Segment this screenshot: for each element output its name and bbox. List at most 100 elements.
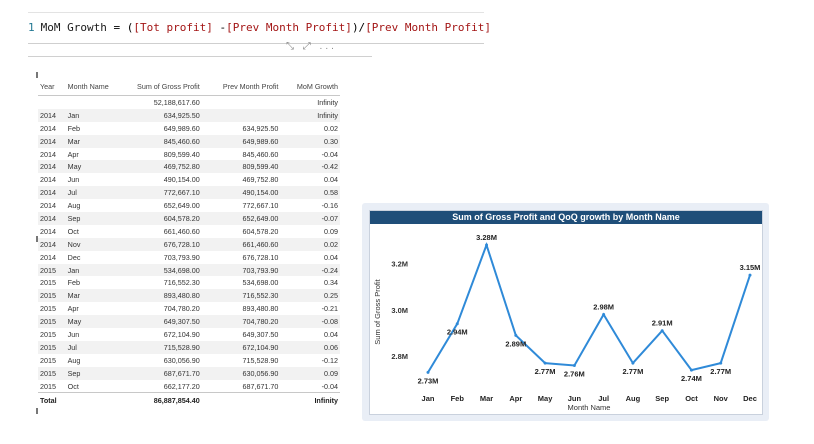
cell-mom-growth: -0.12	[321, 355, 338, 365]
data-point[interactable]	[660, 329, 664, 333]
dax-formula[interactable]: 1 MoM Growth = ([Tot profit] -[Prev Month…	[28, 21, 491, 34]
cell-mom-growth: -0.04	[321, 381, 338, 391]
cell-mom-growth: 0.06	[280, 340, 340, 354]
table-row[interactable]: 2015 Jul 715,528.90 672,104.90 0.06	[38, 340, 340, 354]
total-mom-growth: Infinity	[280, 392, 340, 408]
column-header-mom-growth[interactable]: MoM Growth	[280, 78, 340, 96]
table-row[interactable]: 2015 Apr 704,780.20 893,480.80 -0.21	[38, 302, 340, 315]
resize-handle[interactable]	[36, 236, 38, 242]
x-tick-label: Dec	[743, 394, 757, 403]
table-row[interactable]: 2015 Jan 534,698.00 703,793.90 -0.24	[38, 263, 340, 277]
total-prev-month-profit	[201, 392, 281, 408]
cell-gross-profit: 490,154.00	[163, 175, 200, 185]
data-label: 2.98M	[593, 302, 614, 311]
table-row[interactable]: 2015 Feb 716,552.30 534,698.00 0.34	[38, 276, 340, 289]
column-header-prev-month-profit[interactable]: Prev Month Profit	[201, 78, 281, 96]
cell-prev-month-profit: 772,667.10	[242, 201, 279, 211]
cell-gross-profit: 716,552.30	[163, 278, 200, 288]
cell-prev-month-profit: 716,552.30	[201, 289, 281, 303]
cell-mom-growth: -0.21	[321, 304, 338, 314]
line-chart-visual[interactable]: Sum of Gross Profit and QoQ growth by Mo…	[369, 210, 763, 415]
cell-prev-month-profit	[202, 96, 281, 109]
data-label: 3.15M	[740, 263, 761, 272]
table-row[interactable]: 2014 Feb 649,989.60 634,925.50 0.02	[38, 122, 340, 135]
cell-gross-profit: 52,188,617.60	[153, 97, 200, 107]
cell-month-name: Oct	[67, 381, 79, 391]
cell-prev-month-profit: 604,578.20	[242, 226, 279, 236]
data-point[interactable]	[426, 370, 430, 374]
table-row[interactable]: 2014 Apr 809,599.40 845,460.60 -0.04	[38, 148, 340, 161]
table-row[interactable]: 2014 Oct 661,460.60 604,578.20 0.09	[38, 225, 340, 238]
cell-prev-month-profit: 704,780.20	[201, 315, 281, 329]
table-row[interactable]: 2014 May 469,752.80 809,599.40 -0.42	[38, 160, 340, 174]
data-point[interactable]	[748, 273, 752, 277]
cell-gross-profit: 845,460.60	[123, 134, 202, 148]
formula-bar[interactable]: 1 MoM Growth = ([Tot profit] -[Prev Month…	[28, 12, 491, 52]
cell-mom-growth: 0.25	[280, 289, 340, 303]
x-tick-label: Apr	[509, 394, 522, 403]
table-row[interactable]: 2015 Mar 893,480.80 716,552.30 0.25	[38, 289, 340, 303]
table-row[interactable]: 2014 Mar 845,460.60 649,989.60 0.30	[38, 134, 340, 148]
cell-year: 2015	[40, 304, 56, 314]
table-row[interactable]: 2015 Jun 672,104.90 649,307.50 0.04	[38, 328, 340, 341]
cell-gross-profit: 604,578.20	[123, 212, 202, 225]
resize-handle[interactable]	[36, 72, 38, 78]
data-point[interactable]	[602, 312, 606, 316]
data-point[interactable]	[689, 368, 693, 372]
cell-mom-growth: -0.08	[280, 315, 340, 329]
table-row[interactable]: 2014 Aug 652,649.00 772,667.10 -0.16	[38, 199, 340, 212]
cell-month-name: Mar	[65, 134, 124, 148]
table-row[interactable]: 2014 Sep 604,578.20 652,649.00 -0.07	[38, 212, 340, 225]
data-point[interactable]	[455, 322, 459, 326]
cell-year: 2015	[38, 366, 66, 380]
cell-year: 2014	[40, 226, 56, 236]
field-tot-profit: [Tot profit]	[133, 21, 213, 34]
cell-mom-growth: 0.09	[280, 366, 340, 380]
data-point[interactable]	[485, 243, 489, 247]
table-visual[interactable]: Year Month Name Sum of Gross Profit Prev…	[36, 72, 340, 430]
data-point[interactable]	[543, 361, 547, 365]
data-table: Year Month Name Sum of Gross Profit Prev…	[38, 78, 340, 408]
cell-mom-growth: 0.04	[324, 252, 338, 262]
column-header-month-name[interactable]: Month Name	[65, 78, 124, 96]
table-row[interactable]: 2015 Aug 630,056.90 715,528.90 -0.12	[38, 354, 340, 367]
data-point[interactable]	[719, 361, 723, 365]
y-tick-label: 3.0M	[391, 306, 408, 315]
column-header-year[interactable]: Year	[38, 78, 66, 96]
data-point[interactable]	[514, 333, 518, 337]
cell-prev-month-profit: 652,649.00	[201, 212, 281, 225]
table-row[interactable]: 2015 Sep 687,671.70 630,056.90 0.09	[38, 366, 340, 380]
measure-name: MoM Growth	[40, 21, 107, 34]
table-row[interactable]: 2014 Jul 772,667.10 490,154.00 0.58	[38, 186, 340, 200]
table-row[interactable]: 2015 Oct 662,177.20 687,671.70 -0.04	[38, 380, 340, 393]
cell-month-name: Jan	[65, 263, 124, 277]
table-row[interactable]: 2015 May 649,307.50 704,780.20 -0.08	[38, 315, 340, 329]
table-row[interactable]: 2014 Nov 676,728.10 661,460.60 0.02	[38, 237, 340, 251]
resize-handle[interactable]	[36, 408, 38, 414]
cell-year: 2014	[38, 134, 66, 148]
cell-month-name: May	[65, 315, 124, 329]
cell-month-name: May	[65, 160, 124, 174]
table-row[interactable]: 2014 Dec 703,793.90 676,728.10 0.04	[38, 251, 340, 264]
data-point[interactable]	[631, 361, 635, 365]
table-row[interactable]: 2014 Jan 634,925.50 Infinity	[38, 108, 340, 122]
column-header-gross-profit[interactable]: Sum of Gross Profit	[123, 78, 202, 96]
x-axis-label: Month Name	[568, 403, 611, 412]
cell-month-name: Jul	[65, 340, 124, 354]
x-tick-label: Mar	[480, 394, 493, 403]
table-row[interactable]: 2014 Jun 490,154.00 469,752.80 0.04	[38, 173, 340, 186]
chart-card[interactable]: Sum of Gross Profit and QoQ growth by Mo…	[362, 203, 769, 421]
table-row[interactable]: 52,188,617.60 Infinity	[38, 96, 340, 109]
cell-gross-profit: 715,528.90	[123, 340, 202, 354]
total-gross-profit: 86,887,854.40	[123, 392, 202, 408]
cell-month-name: Jul	[65, 186, 124, 200]
formula-tools-icon[interactable]: ⤡ ⤢ ...	[286, 41, 337, 52]
cell-gross-profit: 893,480.80	[123, 289, 202, 303]
cell-month-name: Apr	[67, 149, 79, 159]
data-point[interactable]	[572, 363, 576, 367]
chart-title: Sum of Gross Profit and QoQ growth by Mo…	[370, 211, 762, 224]
x-tick-label: Sep	[655, 394, 669, 403]
data-label: 2.76M	[564, 369, 585, 378]
cell-month-name: Jun	[67, 175, 80, 185]
x-tick-label: Jul	[598, 394, 609, 403]
